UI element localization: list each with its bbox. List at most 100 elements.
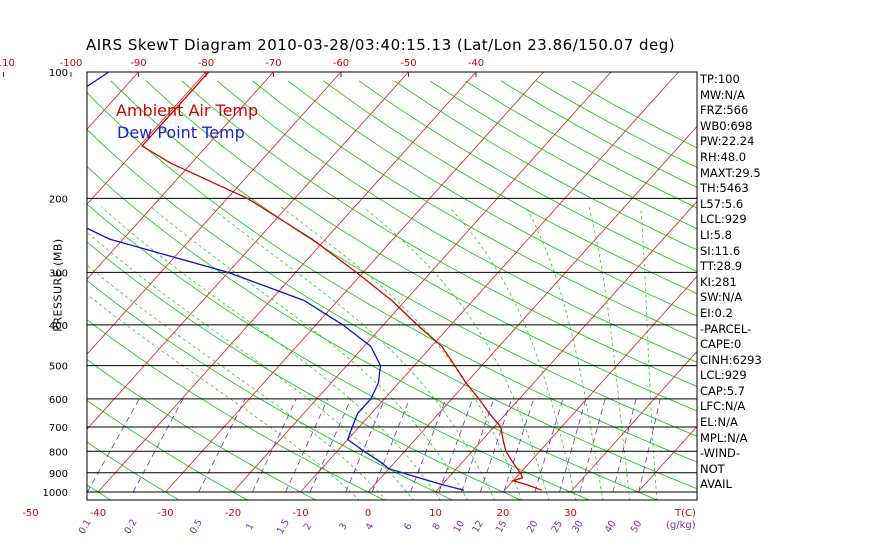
mixing-ratio-line — [285, 398, 329, 493]
pressure-tick-label: 300 — [49, 268, 68, 279]
moist-adiabat-line — [588, 207, 631, 500]
index-item: NOT — [700, 461, 725, 476]
mixing-ratio-label: 12 — [470, 519, 486, 535]
index-item: KI:281 — [700, 274, 737, 289]
y-axis-label: PRESSURE (MB) — [51, 238, 65, 332]
mixing-ratio-line — [503, 398, 535, 493]
isotherm-line — [435, 200, 697, 493]
index-item: LCL:929 — [700, 368, 747, 383]
isotherm-lines — [87, 72, 697, 493]
index-item: LI:5.8 — [700, 227, 732, 242]
mixing-ratio-line — [479, 398, 512, 493]
isotherm-line — [232, 72, 612, 493]
moist-adiabat-line — [525, 207, 604, 500]
dry-adiabat-line — [358, 80, 697, 272]
moist-adiabat-line — [151, 206, 468, 500]
moist-adiabat-line — [210, 206, 496, 500]
top-tick-label: -60 — [333, 58, 349, 69]
moist-adiabat-line — [87, 293, 360, 500]
bottom-tick-label: -10 — [292, 508, 308, 519]
pressure-tick-label: 800 — [49, 447, 68, 458]
top-tick-label: -90 — [130, 58, 146, 69]
isotherm-line — [87, 72, 342, 355]
top-tick-label: -110 — [0, 58, 15, 69]
moist-adiabat-line — [87, 231, 414, 500]
moist-adiabat-line — [101, 206, 441, 500]
index-item: SW:N/A — [700, 290, 743, 305]
mixing-ratio-line — [198, 398, 246, 493]
pressure-tick-label: 200 — [49, 194, 68, 205]
mixing-ratio-line — [461, 398, 495, 493]
mixing-ratio-line — [579, 398, 606, 493]
dry-adiabat-line — [181, 80, 697, 387]
ambient-air-temp-line — [141, 72, 543, 491]
top-tick-label: -70 — [265, 58, 281, 69]
index-item: PW:22.24 — [700, 134, 755, 149]
index-item: TH:5463 — [700, 181, 749, 196]
isotherm-line — [502, 275, 697, 493]
bottom-tick-label: 0 — [365, 508, 371, 519]
legend-dew-point-temp: Dew Point Temp — [117, 123, 245, 142]
dry-adiabat-line — [87, 129, 697, 490]
index-item: MAXT:29.5 — [700, 165, 761, 180]
dry-adiabat-line — [145, 80, 697, 412]
isotherm-line — [97, 72, 477, 493]
pressure-tick-label: 600 — [49, 395, 68, 406]
dry-adiabat-line — [87, 92, 697, 463]
dry-adiabat-line — [252, 80, 697, 340]
mixing-ratio-label: 15 — [494, 519, 510, 535]
dry-adiabat-line — [87, 359, 317, 500]
isotherm-line — [87, 72, 274, 280]
isotherm-line — [87, 72, 409, 430]
mixing-ratio-line — [345, 398, 386, 493]
mixing-ratio-label: 0.2 — [122, 517, 139, 536]
moist-adiabat-line — [363, 206, 550, 500]
top-tick-label: -50 — [400, 58, 416, 69]
index-item: TT:28.9 — [700, 259, 743, 274]
top-tick-label: -40 — [468, 58, 484, 69]
bottom-tick-label: -20 — [225, 508, 241, 519]
index-item: CAPE:0 — [700, 337, 742, 352]
dry-adiabat-line — [87, 166, 659, 500]
mixing-ratio-label: 4 — [364, 521, 377, 532]
isotherm-line — [165, 72, 544, 493]
pressure-tick-label: 1000 — [43, 488, 68, 499]
profiles — [87, 72, 543, 491]
isotherm-line — [87, 72, 207, 205]
dry-adiabat-line — [87, 241, 522, 500]
index-item: RH:48.0 — [700, 149, 747, 164]
index-item: L57:5.6 — [700, 196, 744, 211]
isotherm-line — [367, 125, 697, 493]
mixing-ratio-label: 30 — [570, 519, 586, 535]
mixing-ratio-line — [438, 398, 473, 493]
bottom-tick-label: -30 — [157, 508, 173, 519]
mixing-ratio-label: 2 — [302, 521, 315, 532]
dew-point-temp-line — [87, 72, 465, 491]
mixing-ratio-unit: (g/kg) — [666, 520, 696, 531]
chart-title: AIRS SkewT Diagram 2010-03-28/03:40:15.1… — [86, 36, 676, 54]
mixing-ratio-line — [612, 398, 637, 493]
moist-adiabat-lines — [87, 206, 658, 500]
index-item: SI:11.6 — [700, 243, 741, 258]
index-item: -PARCEL- — [700, 321, 752, 336]
mixing-ratio-label: 10 — [452, 519, 468, 535]
mixing-ratio-label: 6 — [402, 521, 415, 532]
isobar-lines — [86, 71, 698, 501]
index-item: TP:100 — [700, 72, 740, 86]
mixing-ratio-line — [534, 398, 564, 493]
plot-frame — [86, 71, 698, 501]
bottom-axis-label: T(C) — [674, 508, 696, 519]
dry-adiabat-line — [394, 80, 697, 251]
mixing-ratio-line — [132, 398, 184, 493]
mixing-ratio-label: 0.5 — [188, 517, 205, 536]
mixing-ratio-line — [559, 398, 587, 493]
dry-adiabat-line — [287, 80, 697, 317]
dry-adiabat-line — [465, 80, 697, 209]
moist-adiabat-line — [449, 207, 577, 500]
index-item: AVAIL — [700, 477, 732, 492]
pressure-tick-label: 900 — [49, 469, 68, 480]
moist-adiabat-line — [281, 206, 523, 500]
bottom-tick-label: -40 — [90, 508, 106, 519]
mixing-ratio-line — [638, 398, 661, 493]
